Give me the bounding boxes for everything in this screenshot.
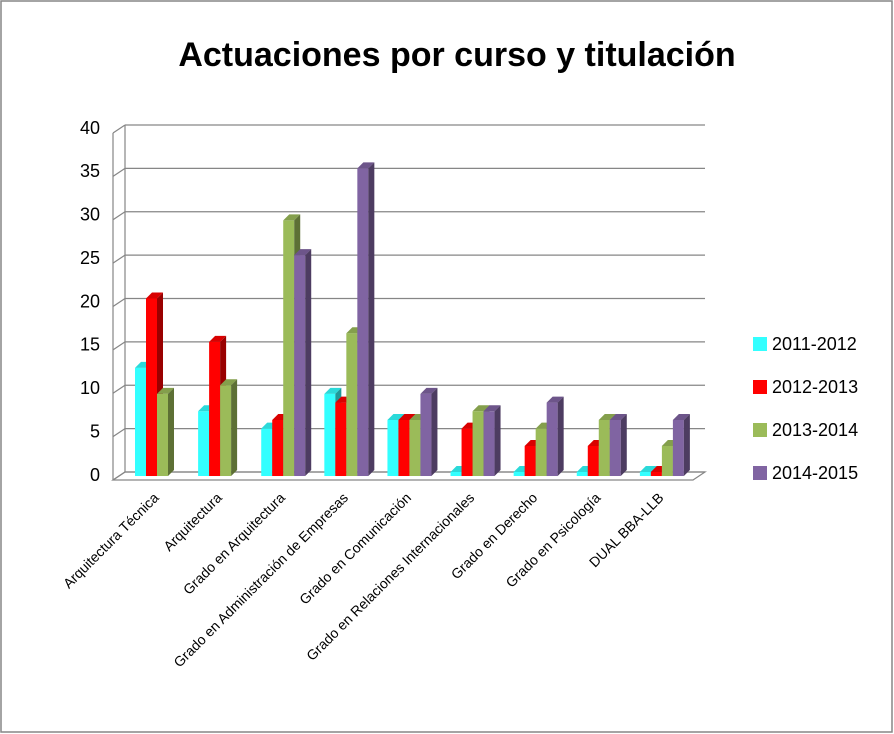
bar-side <box>494 405 501 476</box>
bar-side <box>620 413 627 476</box>
bar-top <box>472 405 490 412</box>
bar-side <box>557 396 564 476</box>
grid-line-side <box>112 124 126 134</box>
bar <box>261 428 273 477</box>
y-tick-label: 10 <box>80 378 100 398</box>
bar <box>483 411 495 477</box>
y-tick-label: 20 <box>80 291 100 311</box>
bar-top <box>672 413 690 420</box>
bar <box>335 402 347 477</box>
bar <box>535 428 547 477</box>
legend-label: 2012-2013 <box>772 377 858 397</box>
legend-swatch <box>753 466 767 480</box>
y-tick-label: 40 <box>80 118 100 138</box>
bar <box>472 411 484 477</box>
bar <box>609 419 621 477</box>
bar-top <box>324 387 342 394</box>
grid-line-side <box>112 167 126 177</box>
y-tick-label: 15 <box>80 335 100 355</box>
bar-top <box>220 379 238 386</box>
bar <box>157 393 168 477</box>
y-tick-label: 30 <box>80 205 100 225</box>
bar-top <box>387 413 405 420</box>
bar <box>650 472 662 477</box>
bar <box>450 472 462 477</box>
bar-top <box>146 292 163 299</box>
legend-swatch <box>753 337 767 351</box>
grid-line-side <box>112 384 126 394</box>
bar-top <box>546 396 564 403</box>
grid-line-side <box>112 211 126 221</box>
bar <box>576 472 588 477</box>
bar <box>209 341 221 477</box>
bar-side <box>305 249 312 476</box>
bar <box>420 393 432 477</box>
bar-side <box>168 387 174 476</box>
legend-swatch <box>753 380 767 394</box>
grid-line-side <box>112 254 126 264</box>
bar <box>587 445 599 477</box>
y-tick-label: 0 <box>90 465 100 485</box>
bar <box>346 333 358 477</box>
y-tick-label: 35 <box>80 161 100 181</box>
bar <box>398 419 410 477</box>
bar-top <box>639 466 657 472</box>
bar <box>461 428 473 477</box>
bar <box>524 445 536 477</box>
bar-top <box>598 413 616 420</box>
chart-title: Actuaciones por curso y titulación <box>178 36 735 74</box>
bar <box>513 472 525 477</box>
bar <box>283 220 295 477</box>
bar <box>294 255 306 477</box>
floor <box>111 471 707 481</box>
y-tick-label: 25 <box>80 248 100 268</box>
bar <box>661 445 673 477</box>
bar <box>409 419 421 477</box>
y-tick-label: 5 <box>90 421 100 441</box>
bar-top <box>283 214 301 221</box>
legend-label: 2011-2012 <box>772 334 857 354</box>
bar-top <box>398 413 416 420</box>
bar-top <box>157 387 174 394</box>
bar <box>220 385 232 477</box>
bar <box>135 367 146 477</box>
bar-top <box>420 387 438 394</box>
grid-line-side <box>112 298 126 307</box>
bar-side <box>368 162 375 476</box>
bar-top <box>294 249 312 256</box>
bar <box>387 419 399 477</box>
legend-swatch <box>753 423 767 437</box>
bar <box>198 411 210 477</box>
grid-line-side <box>112 428 126 438</box>
bar-top <box>209 335 227 342</box>
grid-line-side <box>112 341 126 351</box>
bar <box>357 168 369 477</box>
bar <box>546 402 558 477</box>
bar <box>146 298 157 477</box>
bar-side <box>431 387 438 476</box>
bar <box>324 393 336 477</box>
legend-label: 2013-2014 <box>772 420 858 440</box>
bar-side <box>231 379 238 476</box>
bar <box>639 472 651 477</box>
bar-top <box>483 405 501 412</box>
legend-label: 2014-2015 <box>772 463 858 483</box>
bar-top <box>357 162 375 169</box>
bar <box>598 419 610 477</box>
bar <box>672 419 684 477</box>
bar <box>272 419 284 477</box>
bar-top <box>609 413 627 420</box>
bar-side <box>683 413 690 476</box>
